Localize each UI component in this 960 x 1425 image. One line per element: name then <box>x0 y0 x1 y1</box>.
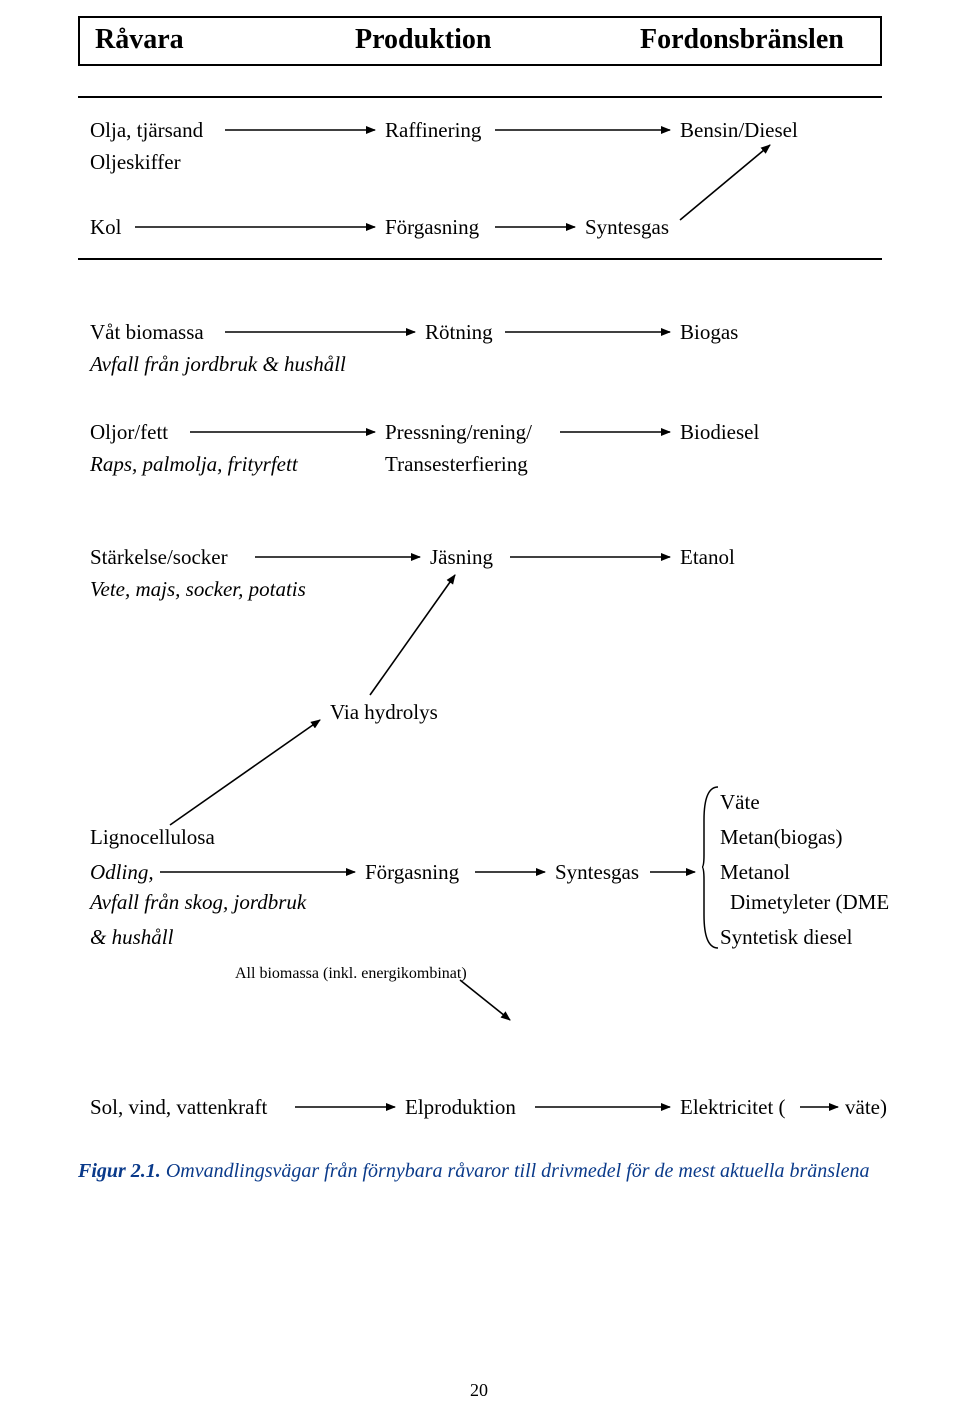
r7-c: Elektricitet ( <box>680 1095 786 1120</box>
diagram-page: Råvara Produktion Fordonsbränslen Olja, … <box>0 0 960 1425</box>
header-col-2: Produktion <box>355 24 491 56</box>
separator-top <box>78 96 882 98</box>
header-col-1: Råvara <box>95 24 184 56</box>
r6-sub2: Avfall från skog, jordbruk <box>90 890 306 915</box>
r3-a: Våt biomassa <box>90 320 204 345</box>
r2-c: Syntesgas <box>585 215 669 240</box>
r6-out5: Syntetisk diesel <box>720 925 852 950</box>
r4-sub: Raps, palmolja, frityrfett <box>90 452 298 477</box>
output-bracket <box>702 785 720 950</box>
r3-b: Rötning <box>425 320 493 345</box>
r5-c: Etanol <box>680 545 735 570</box>
caption-text: Omvandlingsvägar från förnybara råvaror … <box>161 1160 870 1182</box>
r7-a: Sol, vind, vattenkraft <box>90 1095 267 1120</box>
r6-b: Förgasning <box>365 860 459 885</box>
via-hydrolys: Via hydrolys <box>330 700 438 725</box>
page-number: 20 <box>470 1380 488 1401</box>
r1-c: Bensin/Diesel <box>680 118 798 143</box>
header-col-3: Fordonsbränslen <box>640 24 844 56</box>
r3-c: Biogas <box>680 320 738 345</box>
r3-sub: Avfall från jordbruk & hushåll <box>90 352 346 377</box>
r6-out4: Dimetyleter (DME <box>730 890 889 915</box>
r5-sub: Vete, majs, socker, potatis <box>90 577 306 602</box>
figure-caption: Figur 2.1. Omvandlingsvägar från förnyba… <box>78 1160 888 1183</box>
arrows-overlay <box>0 0 960 1425</box>
r4-b2: Transesterfiering <box>385 452 528 477</box>
r4-b: Pressning/rening/ <box>385 420 532 445</box>
r6-sub3: & hushåll <box>90 925 173 950</box>
r1-b: Raffinering <box>385 118 481 143</box>
r2-a: Kol <box>90 215 122 240</box>
r1-sub: Oljeskiffer <box>90 150 181 175</box>
r5-a: Stärkelse/socker <box>90 545 228 570</box>
r6-c: Syntesgas <box>555 860 639 885</box>
r4-c: Biodiesel <box>680 420 759 445</box>
r6-a: Lignocellulosa <box>90 825 215 850</box>
r2-b: Förgasning <box>385 215 479 240</box>
separator-bottom <box>78 258 882 260</box>
r6-sub1: Odling, <box>90 860 154 885</box>
r7-c2: väte) <box>845 1095 887 1120</box>
r5-b: Jäsning <box>430 545 493 570</box>
r6-out3: Metanol <box>720 860 790 885</box>
r4-a: Oljor/fett <box>90 420 168 445</box>
r6-out2: Metan(biogas) <box>720 825 842 850</box>
r7-b: Elproduktion <box>405 1095 516 1120</box>
r6-out1: Väte <box>720 790 760 815</box>
caption-label: Figur 2.1. <box>78 1160 161 1182</box>
r1-a: Olja, tjärsand <box>90 118 203 143</box>
r6-note: All biomassa (inkl. energikombinat) <box>235 965 467 983</box>
